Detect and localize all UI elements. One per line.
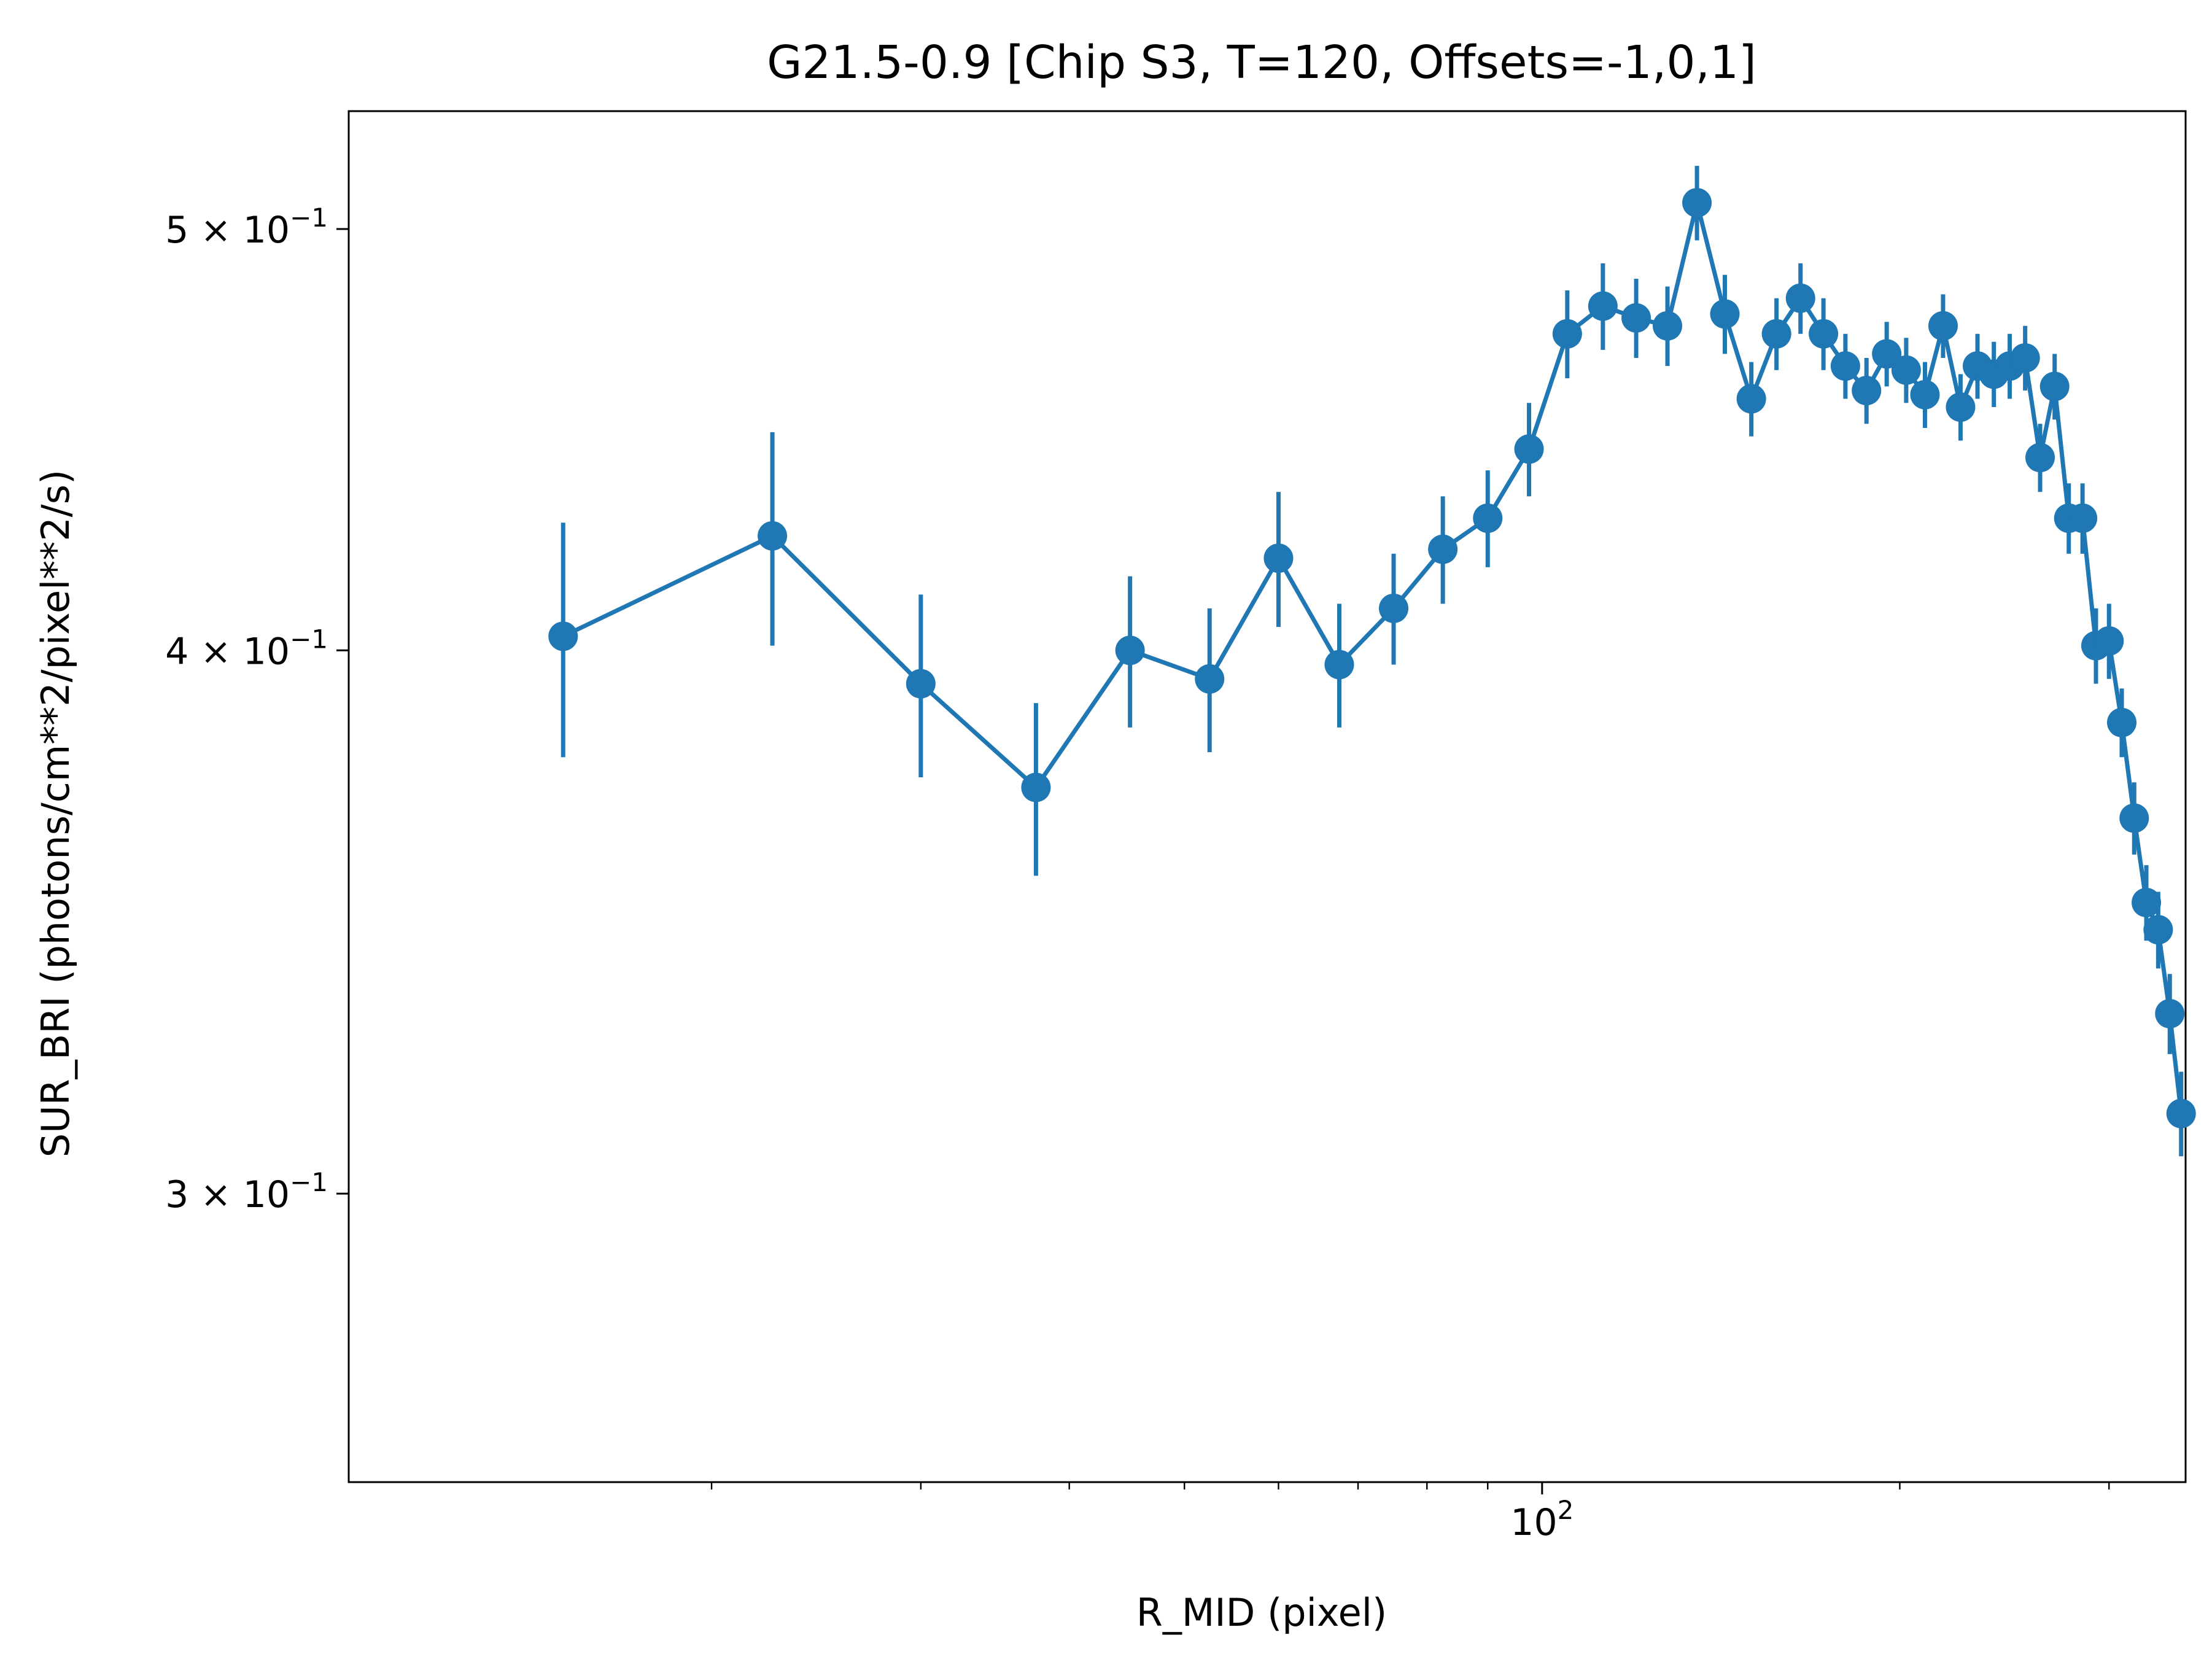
data-point bbox=[1379, 593, 1409, 623]
data-point bbox=[1021, 772, 1051, 802]
data-point bbox=[1324, 650, 1354, 680]
data-point bbox=[2010, 343, 2040, 373]
x-axis-label: R_MID (pixel) bbox=[1136, 1590, 1387, 1635]
y-axis-label: SUR_BRI (photons/cm**2/pixel**2/s) bbox=[33, 470, 78, 1157]
data-point bbox=[1428, 534, 1458, 564]
data-point bbox=[2068, 503, 2098, 534]
data-point bbox=[1852, 376, 1882, 406]
plot-frame bbox=[347, 110, 2187, 1483]
data-point bbox=[2155, 998, 2185, 1028]
data-point bbox=[2094, 626, 2124, 656]
data-point bbox=[1552, 319, 1582, 349]
data-point bbox=[2025, 443, 2055, 473]
data-point bbox=[1891, 355, 1921, 385]
y-tick-label: 5 × 10−1 bbox=[165, 203, 328, 252]
data-point bbox=[1830, 351, 1860, 381]
data-point bbox=[1710, 299, 1740, 329]
data-point bbox=[2107, 707, 2137, 737]
data-point bbox=[1785, 283, 1815, 313]
data-point bbox=[1621, 303, 1651, 333]
data-point bbox=[1653, 311, 1683, 341]
x-tick-label: 102 bbox=[1510, 1495, 1574, 1544]
data-point bbox=[1115, 635, 1145, 666]
data-point bbox=[2119, 803, 2149, 833]
data-point bbox=[906, 669, 936, 699]
data-point bbox=[1588, 291, 1618, 321]
data-point bbox=[1928, 311, 1958, 341]
chart-title: G21.5-0.9 [Chip S3, T=120, Offsets=-1,0,… bbox=[767, 36, 1756, 89]
data-point bbox=[1946, 392, 1976, 422]
data-point bbox=[1473, 503, 1503, 534]
data-point bbox=[1195, 664, 1225, 694]
data-point bbox=[2039, 371, 2070, 402]
data-point bbox=[1263, 543, 1294, 573]
data-point bbox=[2143, 915, 2173, 945]
y-tick-label: 3 × 10−1 bbox=[165, 1167, 328, 1216]
data-point bbox=[1761, 319, 1791, 349]
data-point bbox=[1514, 434, 1544, 464]
data-point bbox=[2132, 888, 2162, 918]
plot-area: 102 5 × 10−1 4 × 10−1 3 × 10−1 bbox=[165, 110, 2196, 1544]
y-tick-label: 4 × 10−1 bbox=[165, 624, 328, 673]
data-point bbox=[1682, 188, 1712, 218]
data-point bbox=[1736, 384, 1766, 414]
data-point bbox=[1910, 379, 1940, 410]
data-point bbox=[1809, 319, 1839, 349]
data-point bbox=[548, 621, 578, 651]
data-point bbox=[1872, 339, 1902, 369]
data-point bbox=[758, 521, 788, 551]
data-point bbox=[2166, 1098, 2196, 1128]
